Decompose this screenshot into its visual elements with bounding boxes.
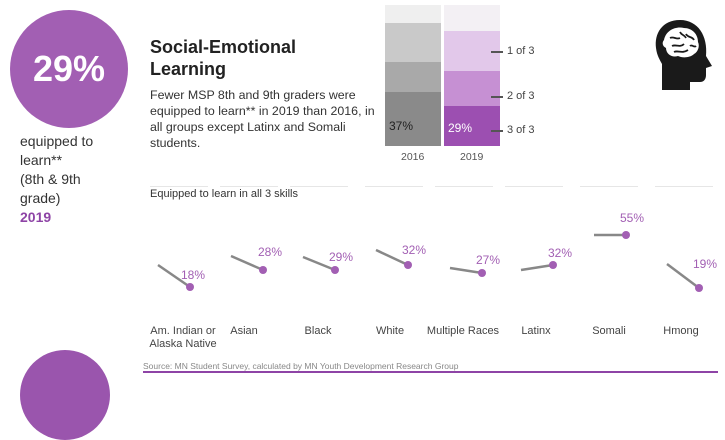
headline-stat: 29% bbox=[32, 48, 106, 89]
slope-line bbox=[666, 263, 700, 289]
legend-item: 3 of 3 bbox=[507, 124, 535, 136]
slope-point bbox=[695, 284, 703, 292]
stacked-bar-chart: 37% 2016 29% 2019 1 of 3 2 of 3 3 of 3 bbox=[0, 0, 725, 180]
divider bbox=[150, 186, 208, 187]
headline-desc-line: grade) bbox=[20, 190, 61, 206]
headline-desc-line: (8th & 9th bbox=[20, 171, 81, 187]
divider bbox=[655, 186, 713, 187]
headline-desc-line: learn** bbox=[20, 152, 63, 168]
slope-point bbox=[622, 231, 630, 239]
source-note: Source: MN Student Survey, calculated by… bbox=[143, 361, 459, 371]
slope-point bbox=[331, 266, 339, 274]
slope-line bbox=[157, 263, 191, 289]
category-label: Black bbox=[304, 325, 332, 337]
divider bbox=[290, 186, 348, 187]
bar-2019-segment-3of3 bbox=[444, 106, 500, 146]
slope-point bbox=[478, 269, 486, 277]
slope-chart bbox=[157, 231, 703, 292]
slope-line bbox=[375, 248, 409, 267]
slope-point bbox=[549, 261, 557, 269]
bar-2019-year-label: 2019 bbox=[460, 151, 484, 163]
slope-value-label: 55% bbox=[620, 211, 645, 225]
slope-value-label: 18% bbox=[181, 268, 206, 282]
headline-stat-circle: 29% bbox=[10, 10, 128, 128]
bar-2016-segment-1of3 bbox=[385, 23, 441, 62]
category-label: White bbox=[375, 325, 405, 337]
category-label: Somali bbox=[592, 325, 626, 337]
slope-point bbox=[186, 283, 194, 291]
slope-point bbox=[404, 261, 412, 269]
divider bbox=[580, 186, 638, 187]
divider bbox=[505, 186, 563, 187]
bar-2016-segment-none bbox=[385, 5, 441, 23]
bar-2016-value-label: 37% bbox=[389, 119, 414, 133]
headline-description: equipped to learn** (8th & 9th grade) 20… bbox=[20, 132, 130, 227]
category-label: Hmong bbox=[663, 325, 699, 337]
legend-item: 2 of 3 bbox=[507, 90, 535, 102]
slope-line bbox=[230, 254, 264, 272]
legend-item: 1 of 3 bbox=[507, 45, 535, 57]
headline-year: 2019 bbox=[20, 209, 52, 225]
legend-tick bbox=[491, 130, 503, 132]
section-subtitle: Fewer MSP 8th and 9th graders were equip… bbox=[150, 88, 375, 150]
bar-2016-segment-3of3 bbox=[385, 92, 441, 146]
category-label: Am. Indian or Alaska Native bbox=[149, 325, 217, 350]
bar-2019-value-label: 29% bbox=[448, 121, 473, 135]
legend-tick bbox=[491, 51, 503, 53]
slope-value-label: 19% bbox=[693, 257, 718, 271]
divider bbox=[435, 186, 493, 187]
slope-value-label: 28% bbox=[258, 245, 283, 259]
bar-2019-segment-none bbox=[444, 5, 500, 31]
bar-2016-year-label: 2016 bbox=[401, 151, 425, 163]
slope-value-label: 27% bbox=[476, 253, 501, 267]
section-title: Social-Emotional Learning bbox=[150, 37, 297, 79]
legend-tick bbox=[491, 96, 503, 98]
bar-2016-segment-2of3 bbox=[385, 62, 441, 92]
slope-chart-title: Equipped to learn in all 3 skills bbox=[150, 188, 298, 200]
slope-line bbox=[520, 263, 554, 272]
slope-line bbox=[302, 255, 336, 272]
slope-value-label: 32% bbox=[402, 243, 427, 257]
bar-2019-segment-2of3 bbox=[444, 71, 500, 106]
slope-value-label: 29% bbox=[329, 250, 354, 264]
head-brain-icon bbox=[650, 16, 718, 99]
slope-line bbox=[449, 266, 483, 275]
headline-desc-line: equipped to bbox=[20, 133, 94, 149]
bar-2019-segment-1of3 bbox=[444, 31, 500, 71]
slope-point bbox=[259, 266, 267, 274]
slope-value-label: 32% bbox=[548, 246, 573, 260]
category-label: Multiple Races bbox=[426, 325, 500, 337]
category-label: Latinx bbox=[521, 325, 551, 337]
bottom-rule bbox=[143, 371, 718, 373]
divider bbox=[365, 186, 423, 187]
divider bbox=[220, 186, 278, 187]
category-label: Asian bbox=[230, 325, 258, 337]
